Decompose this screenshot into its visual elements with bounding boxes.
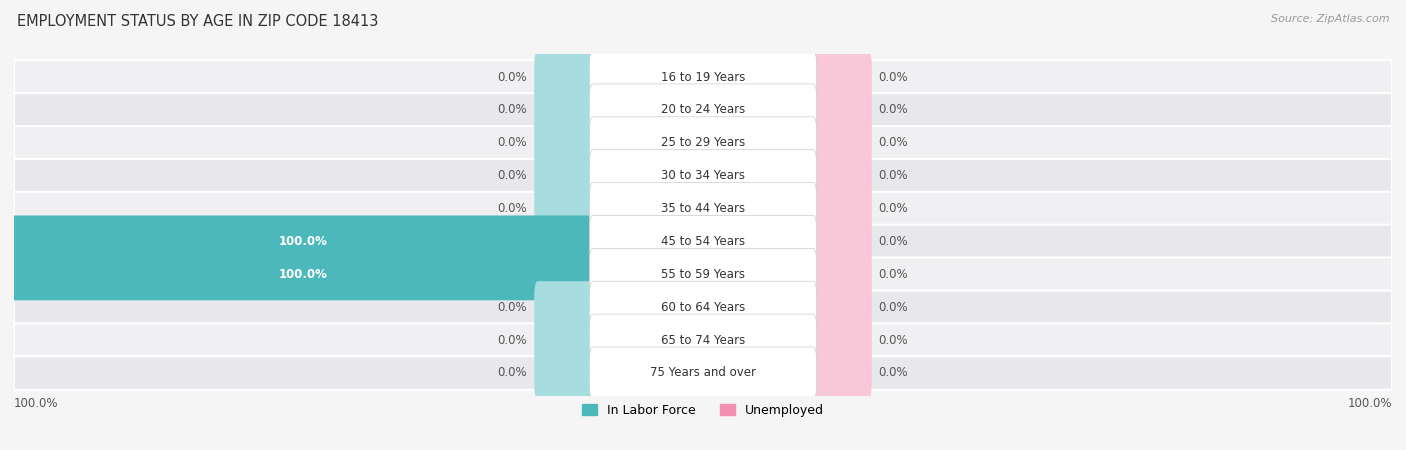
Text: 0.0%: 0.0% xyxy=(879,202,908,215)
Text: 0.0%: 0.0% xyxy=(498,136,527,149)
FancyBboxPatch shape xyxy=(14,93,1392,126)
FancyBboxPatch shape xyxy=(14,356,1392,390)
FancyBboxPatch shape xyxy=(11,216,596,267)
Text: 0.0%: 0.0% xyxy=(879,366,908,379)
Text: 0.0%: 0.0% xyxy=(879,301,908,314)
FancyBboxPatch shape xyxy=(534,84,596,136)
FancyBboxPatch shape xyxy=(810,183,872,234)
Text: 0.0%: 0.0% xyxy=(879,104,908,117)
Text: 0.0%: 0.0% xyxy=(879,333,908,346)
FancyBboxPatch shape xyxy=(589,281,817,333)
Text: EMPLOYMENT STATUS BY AGE IN ZIP CODE 18413: EMPLOYMENT STATUS BY AGE IN ZIP CODE 184… xyxy=(17,14,378,28)
FancyBboxPatch shape xyxy=(534,314,596,366)
Text: 0.0%: 0.0% xyxy=(498,169,527,182)
Text: 20 to 24 Years: 20 to 24 Years xyxy=(661,104,745,117)
FancyBboxPatch shape xyxy=(14,192,1392,225)
FancyBboxPatch shape xyxy=(14,323,1392,357)
Text: 0.0%: 0.0% xyxy=(498,333,527,346)
FancyBboxPatch shape xyxy=(14,159,1392,193)
Text: 30 to 34 Years: 30 to 34 Years xyxy=(661,169,745,182)
FancyBboxPatch shape xyxy=(14,290,1392,324)
FancyBboxPatch shape xyxy=(14,225,1392,258)
FancyBboxPatch shape xyxy=(810,216,872,267)
Text: 100.0%: 100.0% xyxy=(1347,396,1392,410)
Text: 0.0%: 0.0% xyxy=(879,136,908,149)
Text: 25 to 29 Years: 25 to 29 Years xyxy=(661,136,745,149)
Text: 0.0%: 0.0% xyxy=(498,71,527,84)
FancyBboxPatch shape xyxy=(810,248,872,300)
Text: 45 to 54 Years: 45 to 54 Years xyxy=(661,235,745,248)
Text: 65 to 74 Years: 65 to 74 Years xyxy=(661,333,745,346)
FancyBboxPatch shape xyxy=(810,347,872,399)
Text: 60 to 64 Years: 60 to 64 Years xyxy=(661,301,745,314)
Text: 0.0%: 0.0% xyxy=(498,301,527,314)
Text: 0.0%: 0.0% xyxy=(879,169,908,182)
FancyBboxPatch shape xyxy=(810,314,872,366)
Text: 0.0%: 0.0% xyxy=(498,366,527,379)
FancyBboxPatch shape xyxy=(589,347,817,399)
Legend: In Labor Force, Unemployed: In Labor Force, Unemployed xyxy=(582,404,824,417)
Text: 0.0%: 0.0% xyxy=(879,235,908,248)
FancyBboxPatch shape xyxy=(534,347,596,399)
FancyBboxPatch shape xyxy=(534,117,596,169)
FancyBboxPatch shape xyxy=(14,257,1392,291)
Text: 100.0%: 100.0% xyxy=(14,396,59,410)
FancyBboxPatch shape xyxy=(534,150,596,202)
Text: 55 to 59 Years: 55 to 59 Years xyxy=(661,268,745,281)
FancyBboxPatch shape xyxy=(11,248,596,300)
Text: 0.0%: 0.0% xyxy=(879,71,908,84)
Text: 75 Years and over: 75 Years and over xyxy=(650,366,756,379)
FancyBboxPatch shape xyxy=(14,126,1392,160)
FancyBboxPatch shape xyxy=(589,117,817,169)
Text: 100.0%: 100.0% xyxy=(278,268,328,281)
FancyBboxPatch shape xyxy=(534,281,596,333)
FancyBboxPatch shape xyxy=(810,281,872,333)
Text: 35 to 44 Years: 35 to 44 Years xyxy=(661,202,745,215)
FancyBboxPatch shape xyxy=(589,216,817,267)
FancyBboxPatch shape xyxy=(589,84,817,136)
FancyBboxPatch shape xyxy=(589,248,817,300)
FancyBboxPatch shape xyxy=(534,51,596,103)
FancyBboxPatch shape xyxy=(810,51,872,103)
FancyBboxPatch shape xyxy=(810,84,872,136)
FancyBboxPatch shape xyxy=(810,117,872,169)
FancyBboxPatch shape xyxy=(534,183,596,234)
Text: 0.0%: 0.0% xyxy=(498,104,527,117)
FancyBboxPatch shape xyxy=(810,150,872,202)
FancyBboxPatch shape xyxy=(589,314,817,366)
FancyBboxPatch shape xyxy=(589,51,817,103)
Text: 100.0%: 100.0% xyxy=(278,235,328,248)
Text: 0.0%: 0.0% xyxy=(879,268,908,281)
FancyBboxPatch shape xyxy=(14,60,1392,94)
FancyBboxPatch shape xyxy=(589,150,817,202)
Text: 16 to 19 Years: 16 to 19 Years xyxy=(661,71,745,84)
FancyBboxPatch shape xyxy=(589,183,817,234)
Text: 0.0%: 0.0% xyxy=(498,202,527,215)
Text: Source: ZipAtlas.com: Source: ZipAtlas.com xyxy=(1271,14,1389,23)
